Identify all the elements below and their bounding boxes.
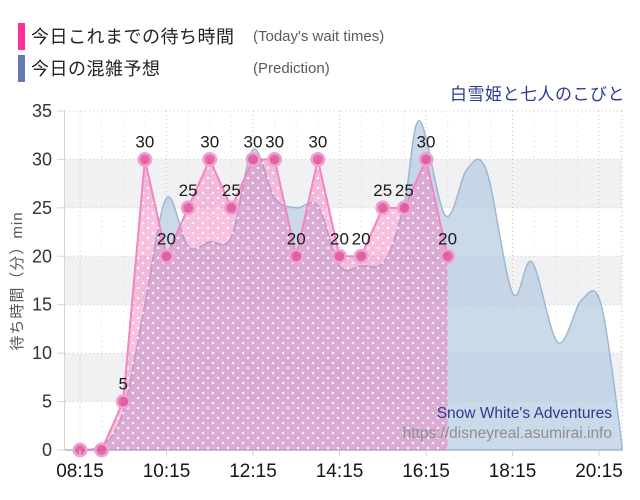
legend-swatch-actual-icon: [18, 22, 25, 50]
svg-text:25: 25: [179, 181, 198, 200]
svg-text:30: 30: [200, 132, 219, 151]
chart-legend: 今日これまでの待ち時間 (Today's wait times) 今日の混雑予想…: [18, 20, 384, 84]
svg-text:25: 25: [32, 198, 52, 218]
legend-sublabel-prediction: (Prediction): [253, 59, 330, 77]
svg-text:30: 30: [265, 132, 284, 151]
svg-text:10:15: 10:15: [143, 461, 191, 482]
axes: [57, 110, 600, 456]
svg-text:15: 15: [32, 295, 52, 315]
svg-text:30: 30: [244, 132, 263, 151]
svg-text:30: 30: [32, 149, 52, 169]
svg-text:16:15: 16:15: [402, 461, 450, 482]
svg-text:08:15: 08:15: [56, 461, 104, 482]
legend-label-actual: 今日これまでの待ち時間: [31, 27, 235, 47]
svg-text:待ち時間（分）min: 待ち時間（分）min: [9, 211, 26, 350]
svg-text:12:15: 12:15: [229, 461, 277, 482]
svg-text:20: 20: [438, 229, 457, 248]
svg-text:18:15: 18:15: [489, 461, 537, 482]
svg-text:25: 25: [222, 181, 241, 200]
svg-text:20:15: 20:15: [575, 461, 623, 482]
svg-text:5: 5: [119, 375, 128, 394]
svg-text:30: 30: [417, 132, 436, 151]
svg-text:30: 30: [308, 132, 327, 151]
attraction-title-en: Snow White's Adventures: [436, 405, 612, 422]
svg-text:35: 35: [32, 101, 52, 121]
svg-text:5: 5: [42, 392, 52, 412]
svg-text:14:15: 14:15: [316, 461, 364, 482]
svg-text:30: 30: [135, 132, 154, 151]
legend-swatch-prediction-icon: [18, 54, 25, 82]
legend-item-actual: 今日これまでの待ち時間 (Today's wait times): [18, 20, 384, 52]
y-axis-title: 待ち時間（分）min: [9, 211, 26, 350]
legend-item-prediction: 今日の混雑予想 (Prediction): [18, 52, 384, 84]
svg-text:10: 10: [32, 343, 52, 363]
svg-text:20: 20: [330, 229, 349, 248]
y-axis-tick-labels: 0 5 10 15 20 25 30 35: [32, 101, 52, 460]
source-url: https://disneyreal.asumirai.info: [402, 425, 612, 442]
legend-label-prediction: 今日の混雑予想: [31, 59, 161, 79]
svg-text:20: 20: [157, 229, 176, 248]
svg-text:20: 20: [32, 246, 52, 266]
svg-text:20: 20: [287, 229, 306, 248]
svg-text:20: 20: [352, 229, 371, 248]
attraction-title-jp: 白雪姫と七人のこびと: [450, 85, 625, 104]
svg-text:25: 25: [395, 181, 414, 200]
svg-text:25: 25: [373, 181, 392, 200]
data-point-markers: [72, 151, 456, 458]
x-axis-tick-labels: 08:15 10:15 12:15 14:15 16:15 18:15 20:15: [56, 461, 623, 482]
legend-sublabel-actual: (Today's wait times): [253, 27, 385, 45]
svg-text:0: 0: [42, 440, 52, 460]
